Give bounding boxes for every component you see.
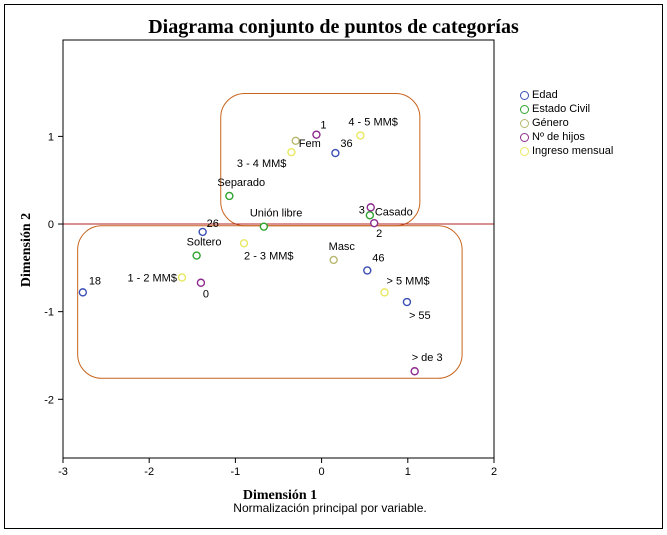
legend: Edad Estado Civil Género Nº de hijos Ingreso… (520, 88, 613, 158)
legend-marker-icon (520, 104, 529, 114)
data-point (402, 297, 412, 307)
data-label: 3 - 4 MM$ (237, 158, 287, 170)
legend-marker-icon (520, 118, 529, 128)
legend-label: Nº de hijos (532, 131, 585, 143)
data-point (192, 251, 201, 260)
data-label: 0 (203, 289, 209, 301)
x-axis-label: Dimensión 1 (242, 488, 318, 503)
legend-marker-icon (520, 132, 529, 142)
data-label: 3 (359, 204, 365, 216)
data-label: 36 (340, 138, 352, 150)
data-point (366, 203, 375, 212)
data-point (329, 255, 338, 265)
y-tick-label: 0 (48, 219, 54, 231)
legend-item: Género (520, 116, 613, 130)
data-point (78, 288, 88, 297)
chart-title: Diagrama conjunto de puntos de categoría… (148, 16, 519, 38)
data-label: 26 (207, 218, 219, 230)
data-point (287, 147, 296, 157)
legend-marker-icon (520, 90, 529, 100)
x-tick-label: 0 (319, 466, 325, 478)
data-label: > 5 MM$ (387, 275, 430, 287)
data-point (410, 367, 419, 376)
data-label: 2 - 3 MM$ (244, 250, 294, 262)
data-label: Separado (217, 177, 265, 189)
data-label: Unión libre (250, 208, 303, 220)
data-label: 4 - 5 MM$ (348, 117, 398, 129)
data-point (177, 273, 187, 282)
data-points (78, 130, 419, 376)
data-point (312, 130, 321, 139)
y-tick-label: -1 (44, 307, 54, 319)
legend-item: Ingreso mensual (520, 144, 613, 158)
data-label: 1 - 2 MM$ (127, 272, 177, 284)
lower-cluster-box (77, 225, 463, 379)
data-label: > 55 (409, 310, 431, 322)
legend-item: Edad (520, 88, 613, 102)
data-label: 2 (376, 228, 382, 240)
data-point (291, 136, 300, 145)
legend-marker-icon (520, 146, 529, 156)
data-point (198, 227, 207, 237)
cluster-boxes (77, 92, 463, 379)
y-tick-label: -2 (44, 394, 54, 406)
data-point (259, 222, 269, 231)
legend-item: Estado Civil (520, 102, 613, 116)
data-point (225, 191, 234, 201)
data-point (380, 288, 389, 297)
axes: -3 -2 -1 0 1 2 -2 -1 0 1 (44, 39, 497, 478)
chart-subtitle: Normalización principal por variable. (233, 501, 427, 515)
legend-label: Género (532, 117, 569, 129)
data-label: Fem (299, 138, 321, 150)
data-label: > de 3 (412, 352, 443, 364)
data-label: Soltero (187, 237, 222, 249)
data-label: 1 (320, 120, 326, 132)
chart-frame (4, 4, 663, 529)
data-label: 18 (89, 275, 101, 287)
x-tick-label: 1 (405, 466, 411, 478)
point-labels: 18 26 36 46 > 55 Separado Unión libre Soltero Ca… (89, 117, 443, 365)
x-tick-label: -2 (144, 466, 154, 478)
legend-item: Nº de hijos (520, 130, 613, 144)
data-point (356, 131, 365, 140)
data-label: 46 (372, 252, 384, 264)
data-point (196, 278, 206, 287)
x-tick-label: 2 (491, 466, 497, 478)
data-point (369, 218, 379, 228)
plot-area-border (62, 39, 495, 459)
data-label: Masc (329, 241, 356, 253)
y-tick-label: 1 (48, 131, 54, 143)
data-point (331, 148, 340, 158)
data-label: Casado (375, 206, 413, 218)
legend-label: Ingreso mensual (532, 145, 614, 157)
x-tick-label: -1 (231, 466, 241, 478)
data-point (365, 211, 375, 220)
data-point (363, 266, 372, 275)
legend-label: Estado Civil (532, 103, 591, 115)
legend-label: Edad (532, 89, 558, 101)
x-tick-label: -3 (58, 466, 68, 478)
data-point (239, 239, 249, 248)
